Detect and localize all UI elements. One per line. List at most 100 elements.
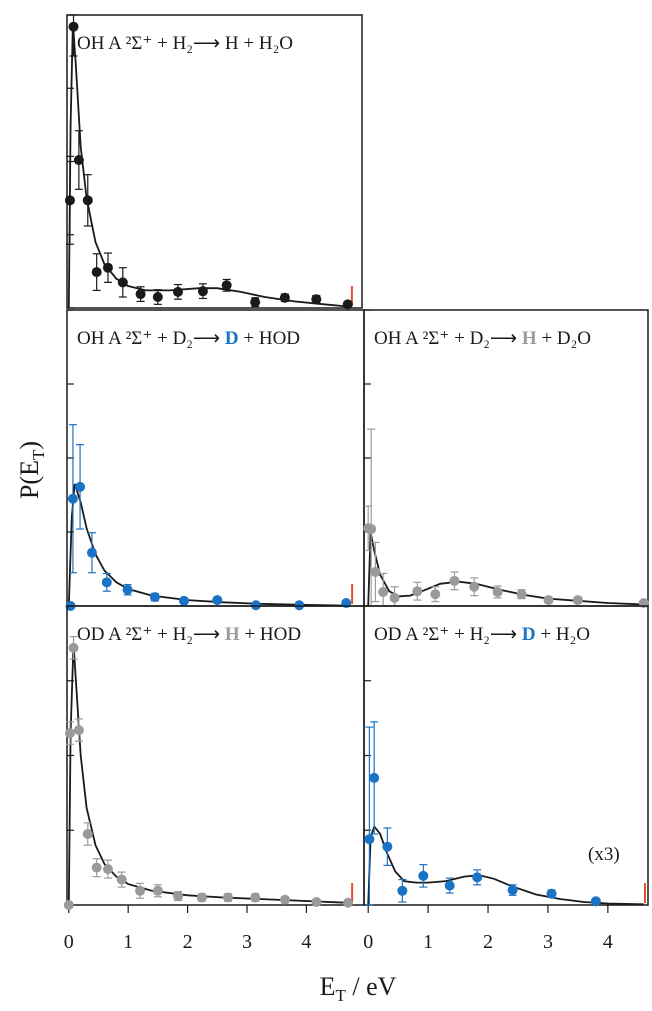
x-label-sub: T bbox=[335, 986, 346, 1005]
data-point bbox=[546, 888, 557, 899]
panel-title: OH A ²Σ⁺ + H₂⟶ H + H₂O bbox=[77, 33, 293, 54]
data-point bbox=[102, 262, 113, 273]
data-point bbox=[516, 589, 527, 600]
title-part: OH A ²Σ⁺ + H₂⟶ bbox=[77, 33, 225, 54]
data-point bbox=[250, 297, 261, 308]
x-tick-label: 3 bbox=[242, 931, 252, 953]
data-point bbox=[82, 828, 93, 839]
data-point bbox=[197, 286, 208, 297]
data-point bbox=[449, 575, 460, 586]
data-point bbox=[102, 864, 113, 875]
data-point bbox=[86, 547, 97, 558]
x-tick-label: 0 bbox=[363, 931, 373, 953]
x-axis-label: ET / eV bbox=[320, 972, 397, 1005]
data-point bbox=[64, 195, 75, 206]
data-point bbox=[444, 880, 455, 891]
title-part: OD A ²Σ⁺ + H₂⟶ bbox=[374, 624, 522, 645]
data-point bbox=[378, 586, 389, 597]
x-label-part: / eV bbox=[346, 972, 397, 1001]
data-point bbox=[172, 286, 183, 297]
data-point bbox=[75, 481, 86, 492]
x-tick-label: 3 bbox=[543, 931, 553, 953]
title-part: OD A ²Σ⁺ + H₂⟶ bbox=[77, 624, 225, 645]
panel-title: OD A ²Σ⁺ + H₂⟶ H + HOD bbox=[77, 624, 301, 645]
title-part: + HOD bbox=[239, 328, 300, 349]
data-point bbox=[152, 885, 163, 896]
title-part: OH A ²Σ⁺ + D₂⟶ bbox=[374, 328, 522, 349]
data-point bbox=[173, 891, 184, 902]
data-point bbox=[418, 870, 429, 881]
y-label-part: P(E bbox=[15, 460, 44, 499]
data-point bbox=[370, 566, 381, 577]
data-point bbox=[135, 289, 146, 300]
fit-curve bbox=[367, 824, 644, 906]
title-part: H bbox=[225, 33, 239, 54]
data-point bbox=[572, 595, 583, 606]
data-point bbox=[590, 896, 601, 907]
title-part: OH A ²Σ⁺ + D₂⟶ bbox=[77, 328, 225, 349]
data-point bbox=[152, 292, 163, 303]
data-point bbox=[73, 725, 84, 736]
x-tick-label: 1 bbox=[423, 931, 433, 953]
data-point bbox=[67, 493, 78, 504]
data-point bbox=[82, 195, 93, 206]
title-part: D bbox=[225, 328, 239, 349]
data-point bbox=[117, 277, 128, 288]
title-part: D bbox=[522, 624, 536, 645]
data-point bbox=[342, 897, 353, 908]
title-part: + H₂O bbox=[239, 33, 293, 54]
data-point bbox=[73, 155, 84, 166]
panel-title: OH A ²Σ⁺ + D₂⟶ H + D₂O bbox=[374, 328, 591, 349]
data-point bbox=[311, 294, 322, 305]
fit-curve bbox=[367, 531, 644, 607]
data-point bbox=[472, 872, 483, 883]
x-tick-label: 4 bbox=[301, 931, 311, 953]
x-label-part: E bbox=[320, 972, 336, 1001]
y-axis-label: P(ET) bbox=[15, 441, 48, 499]
data-point bbox=[250, 892, 261, 903]
data-point bbox=[543, 595, 554, 606]
data-point bbox=[430, 589, 441, 600]
x-tick-label: 4 bbox=[603, 931, 613, 953]
data-point bbox=[492, 586, 503, 597]
annotation: (x3) bbox=[588, 844, 620, 865]
data-point bbox=[101, 577, 112, 588]
data-point bbox=[369, 772, 380, 783]
x-tick-label: 1 bbox=[123, 931, 133, 953]
data-point bbox=[149, 592, 160, 603]
data-point bbox=[311, 897, 322, 908]
panel-frame bbox=[66, 309, 365, 607]
data-point bbox=[91, 862, 102, 873]
data-point bbox=[68, 642, 79, 653]
data-point bbox=[135, 885, 146, 896]
fit-curve bbox=[67, 22, 348, 309]
data-point bbox=[342, 299, 353, 310]
data-point bbox=[179, 595, 190, 606]
y-label-sub: T bbox=[29, 449, 48, 460]
data-point bbox=[221, 280, 232, 291]
fit-curve bbox=[67, 483, 349, 607]
data-point bbox=[122, 584, 133, 595]
data-point bbox=[397, 885, 408, 896]
x-tick-label: 0 bbox=[64, 931, 74, 953]
data-point bbox=[212, 595, 223, 606]
y-label-part: ) bbox=[15, 441, 44, 450]
data-point bbox=[382, 841, 393, 852]
data-point bbox=[64, 728, 75, 739]
panel-frame bbox=[363, 309, 649, 607]
x-tick-label: 2 bbox=[483, 931, 493, 953]
data-point bbox=[507, 885, 518, 896]
title-part: + D₂O bbox=[537, 328, 591, 349]
data-point bbox=[279, 894, 290, 905]
title-part: H bbox=[522, 328, 537, 349]
title-part: + HOD bbox=[240, 624, 301, 645]
data-point bbox=[116, 874, 127, 885]
data-point bbox=[469, 581, 480, 592]
x-tick-label: 2 bbox=[183, 931, 193, 953]
data-point bbox=[364, 834, 375, 845]
panel-title: OD A ²Σ⁺ + H₂⟶ D + H₂O bbox=[374, 624, 590, 645]
title-part: + H₂O bbox=[536, 624, 590, 645]
title-part: H bbox=[225, 624, 240, 645]
